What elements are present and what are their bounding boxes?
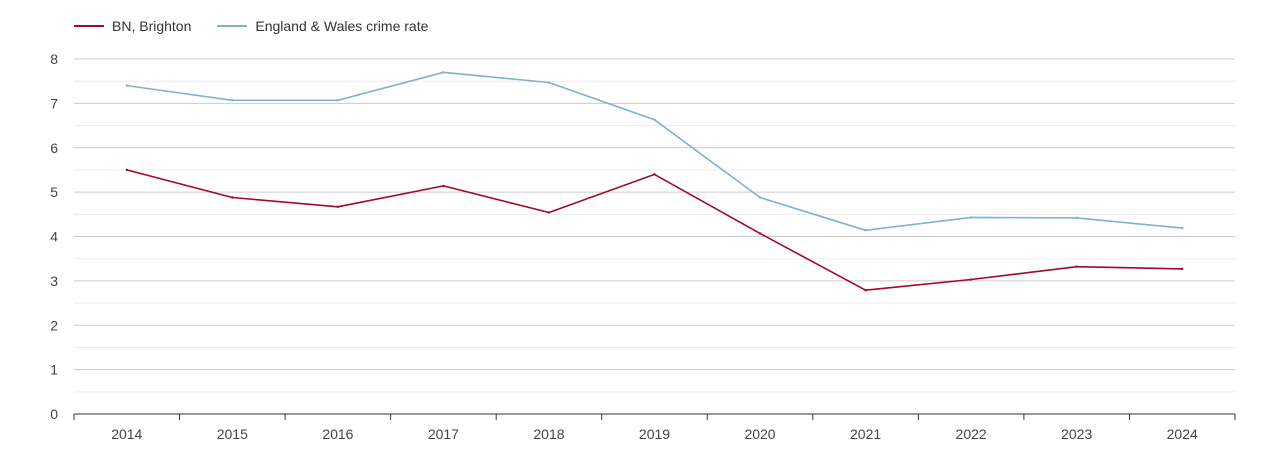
- data-point-england-wales[interactable]: [125, 84, 128, 87]
- data-point-england-wales[interactable]: [1181, 226, 1184, 230]
- data-point-england-wales[interactable]: [1075, 216, 1078, 220]
- y-tick-label: 0: [50, 406, 58, 422]
- data-point-england-wales[interactable]: [442, 71, 445, 74]
- data-point-brighton[interactable]: [864, 288, 867, 292]
- data-point-brighton[interactable]: [231, 196, 234, 199]
- chart-grid: [74, 58, 1235, 393]
- y-tick-label: 4: [50, 229, 58, 245]
- legend-item-brighton[interactable]: BN, Brighton: [74, 18, 191, 34]
- chart-legend: BN, Brighton England & Wales crime rate: [74, 16, 454, 36]
- data-point-england-wales[interactable]: [864, 229, 867, 232]
- x-tick-label: 2014: [111, 426, 142, 442]
- data-point-brighton[interactable]: [125, 168, 128, 172]
- x-tick-label: 2019: [639, 426, 670, 442]
- data-point-england-wales[interactable]: [653, 118, 656, 121]
- legend-label-england-wales: England & Wales crime rate: [255, 18, 429, 34]
- legend-item-england-wales[interactable]: England & Wales crime rate: [217, 18, 428, 34]
- legend-label-brighton: BN, Brighton: [112, 18, 192, 34]
- y-tick-label: 5: [50, 184, 58, 200]
- y-tick-label: 6: [50, 140, 58, 156]
- y-tick-label: 3: [50, 273, 58, 289]
- series-line-brighton[interactable]: [126, 169, 1183, 292]
- data-point-england-wales[interactable]: [231, 99, 234, 102]
- chart-series: [125, 71, 1184, 292]
- x-tick-label: 2018: [533, 426, 564, 442]
- data-point-brighton[interactable]: [547, 211, 551, 214]
- legend-swatch-england-wales: [217, 25, 248, 27]
- x-tick-label: 2016: [322, 426, 353, 442]
- y-tick-label: 8: [50, 51, 58, 67]
- data-point-england-wales[interactable]: [969, 216, 973, 219]
- series-line-england-wales[interactable]: [126, 71, 1183, 232]
- data-point-brighton[interactable]: [1075, 265, 1078, 268]
- x-tick-label: 2015: [217, 426, 248, 442]
- x-tick-label: 2021: [850, 426, 881, 442]
- x-axis: 2014 2015 2016 2017 2018 2019 2020 2021 2022 2023…: [73, 413, 1236, 442]
- y-tick-label: 1: [50, 362, 58, 378]
- x-tick-label: 2022: [956, 426, 987, 442]
- x-tick-label: 2024: [1167, 426, 1198, 442]
- data-point-england-wales[interactable]: [758, 196, 762, 199]
- data-point-brighton[interactable]: [442, 184, 445, 188]
- data-point-brighton[interactable]: [336, 205, 340, 208]
- data-point-brighton[interactable]: [758, 232, 762, 235]
- data-point-brighton[interactable]: [653, 173, 656, 176]
- x-tick-label: 2023: [1061, 426, 1092, 442]
- y-axis: 0 1 2 3 4 5 6 7 8: [50, 51, 58, 422]
- data-point-brighton[interactable]: [1181, 267, 1184, 271]
- legend-swatch-brighton: [74, 25, 104, 27]
- data-point-brighton[interactable]: [969, 278, 973, 281]
- y-tick-label: 2: [50, 317, 58, 333]
- x-tick-label: 2017: [428, 426, 459, 442]
- data-point-england-wales[interactable]: [547, 81, 551, 84]
- data-point-england-wales[interactable]: [336, 99, 340, 102]
- x-tick-label: 2020: [744, 426, 775, 442]
- y-tick-label: 7: [50, 95, 58, 111]
